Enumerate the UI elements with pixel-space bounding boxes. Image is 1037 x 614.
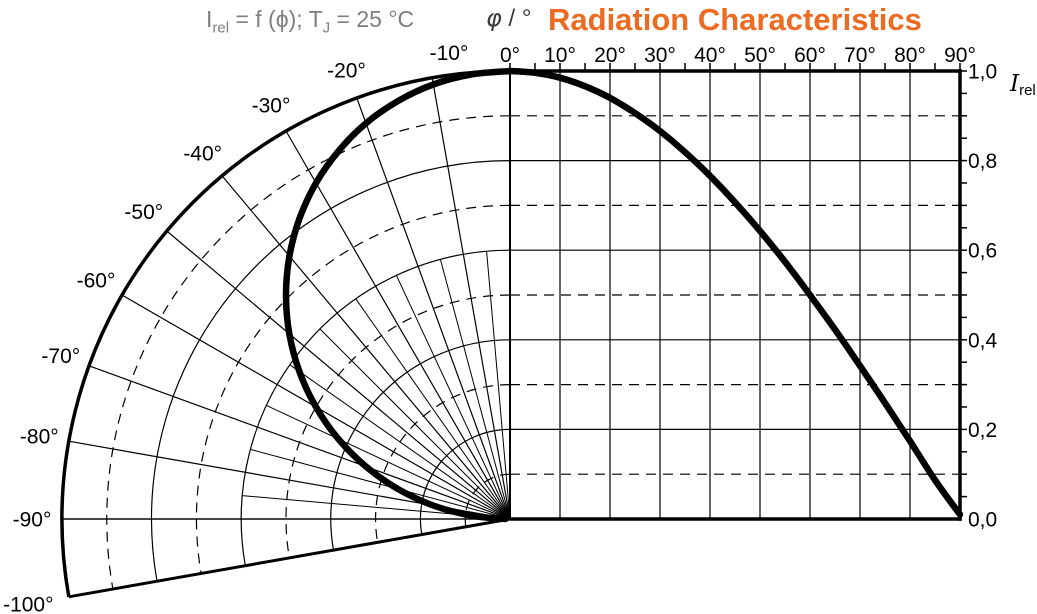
polar-angle-label: -30° [252,95,291,118]
top-tick-label: 50° [744,44,776,67]
right-tick-label: 0,8 [968,150,997,173]
x-axis-title: φ / ° [486,4,532,32]
polar-angle-label: -90° [13,509,52,532]
polar-angle-labels: -10° -20° -30° -40° -50° -60° -70° -80° -90° -100… [3,42,468,614]
polar-angle-label: -70° [41,345,80,368]
figure-conditions-label: Irel = f (ϕ); TJ = 25 °C [206,6,415,37]
right-tick-label: 0,6 [968,240,997,263]
radiation-curve-cartesian [506,67,964,518]
top-tick-label: 70° [844,44,876,67]
chart-frame [60,63,967,599]
polar-angle-label: -60° [77,270,116,293]
y-axis-name: Irel [1009,71,1036,99]
top-tick-label: 90° [944,44,976,67]
right-axis-labels: 1,0 0,8 0,6 0,4 0,2 0,0 Irel [968,61,1036,532]
cartesian-grid [510,71,960,519]
top-tick-label: 60° [794,44,826,67]
top-tick-label: 10° [544,44,576,67]
right-tick-label: 1,0 [968,61,997,84]
right-tick-label: 0,0 [968,509,997,532]
figure-title: Radiation Characteristics [548,2,922,37]
top-axis-labels: 0° 10° 20° 30° 40° 50° 60° 70° 80° 90° [500,44,976,67]
polar-angle-label: -100° [3,594,53,614]
radiation-curve [282,67,964,523]
phi-symbol: φ [486,4,502,32]
polar-angle-label: -40° [183,142,222,165]
right-tick-label: 0,2 [968,419,997,442]
top-tick-label: 0° [500,44,520,67]
right-tick-label: 0,4 [968,329,998,352]
top-tick-label: 40° [694,44,726,67]
top-tick-label: 80° [894,44,926,67]
polar-angle-label: -50° [124,201,163,224]
radiation-curve-polar [282,67,514,523]
polar-angle-label: -80° [20,426,59,449]
top-tick-label: 20° [594,44,626,67]
top-tick-label: 30° [644,44,676,67]
polar-angle-label: -10° [430,42,469,65]
polar-angle-label: -20° [327,59,366,82]
